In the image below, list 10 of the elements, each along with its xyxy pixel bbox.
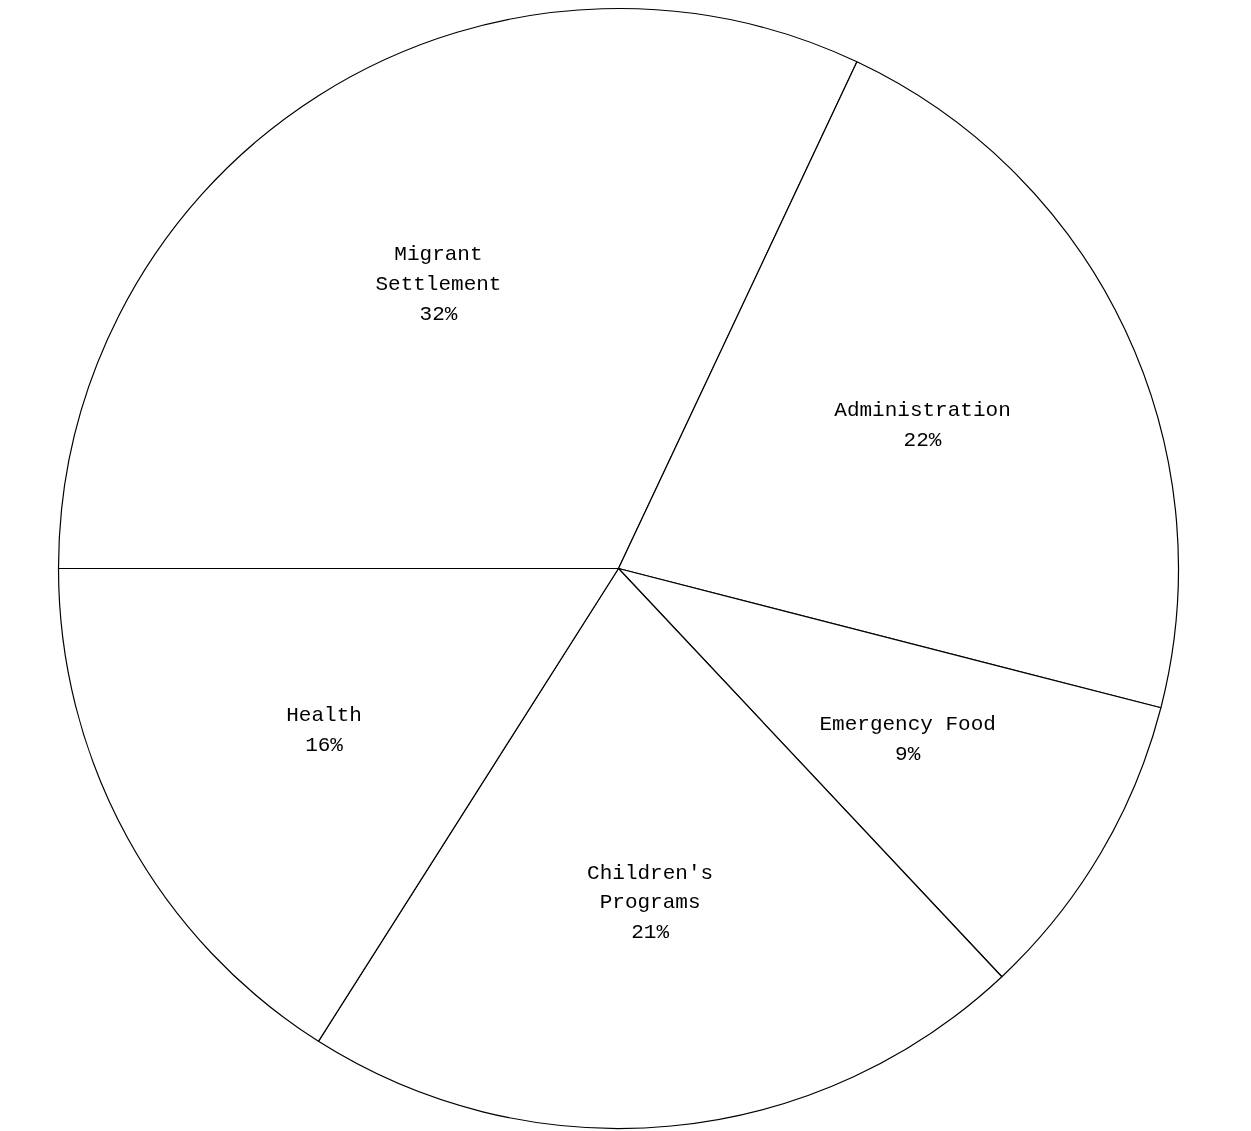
slice-label: Health [286,703,362,727]
slice-label: Administration [834,398,1011,422]
data-label: 22% [903,428,942,452]
data-label: 9% [895,742,921,766]
data-label: 16% [305,733,344,757]
slice-label: Children's Programs [587,861,714,915]
slice-label: Emergency Food [819,713,996,737]
slice-label: Migrant Settlement [375,243,502,297]
data-label: 32% [419,303,458,327]
data-label: 21% [631,921,670,945]
